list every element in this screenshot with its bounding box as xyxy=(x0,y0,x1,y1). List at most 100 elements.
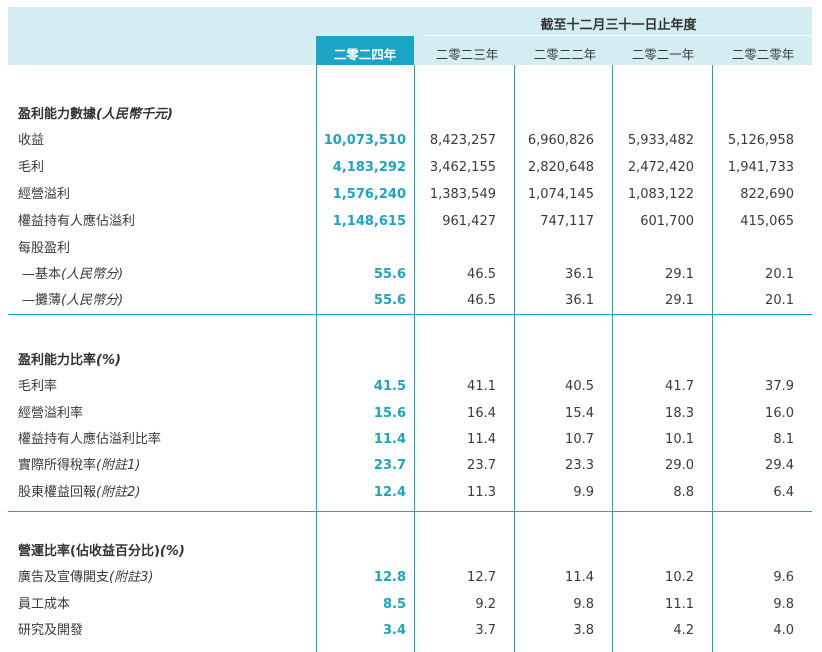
table-cell: 29.1 xyxy=(665,267,694,282)
table-cell: 961,427 xyxy=(442,214,496,229)
table-cell: 8.5 xyxy=(382,597,406,612)
row-label: 研究及開發 xyxy=(18,620,83,642)
row-label: 員工成本 xyxy=(18,594,70,616)
table-cell: 6,960,826 xyxy=(527,133,594,148)
table-cell: 11.4 xyxy=(565,570,594,585)
table-cell: 55.6 xyxy=(373,293,406,308)
row-label-text: 權益持有人應佔溢利 xyxy=(18,214,136,229)
section-heading-text: 營運比率(佔收益百分比) xyxy=(18,544,160,559)
table-cell: 29.0 xyxy=(665,458,694,473)
table-cell: 6.4 xyxy=(773,485,794,500)
table-cell: 16.0 xyxy=(765,406,794,421)
section-heading-row: 盈利能力比率(%) xyxy=(0,350,822,372)
table-cell: 747,117 xyxy=(540,214,594,229)
table-cell: 29.1 xyxy=(665,293,694,308)
row-label-note: (人民幣分) xyxy=(61,267,124,282)
table-cell: 16.4 xyxy=(467,406,496,421)
table-cell: 10.1 xyxy=(665,432,694,447)
row-label: 廣告及宣傳開支(附註3) xyxy=(18,567,153,589)
current-year-highlight xyxy=(316,36,414,65)
table-cell: 11.1 xyxy=(665,597,694,612)
table-row: —基本(人民幣分) 55.6 46.5 36.1 29.1 20.1 xyxy=(0,264,822,286)
section-divider xyxy=(8,511,812,512)
table-cell: 4.0 xyxy=(773,623,794,638)
table-cell: 18.3 xyxy=(665,406,694,421)
row-label-text: 毛利率 xyxy=(18,379,58,394)
table-cell: 9.8 xyxy=(573,597,594,612)
table-cell: 10,073,510 xyxy=(323,133,406,148)
section-heading-row: 營運比率(佔收益百分比)(%) xyxy=(0,541,822,563)
table-row: 收益 10,073,510 8,423,257 6,960,826 5,933,482 5… xyxy=(0,130,822,152)
section-heading-note: (%) xyxy=(96,353,121,368)
year-header-2024: 二零二四年 xyxy=(333,47,397,62)
table-cell: 41.5 xyxy=(373,379,406,394)
table-cell: 20.1 xyxy=(765,293,794,308)
table-cell: 10.2 xyxy=(665,570,694,585)
table-cell: 29.4 xyxy=(765,458,794,473)
table-cell: 11.4 xyxy=(467,432,496,447)
row-label: 權益持有人應佔溢利比率 xyxy=(18,429,161,451)
table-row: 每股盈利 xyxy=(0,238,822,260)
table-cell: 36.1 xyxy=(565,267,594,282)
header-divider xyxy=(425,35,812,36)
year-header-2021: 二零二一年 xyxy=(631,47,695,62)
table-cell: 12.4 xyxy=(373,485,406,500)
table-cell: 5,933,482 xyxy=(627,133,694,148)
row-label: 股東權益回報(附註2) xyxy=(18,482,140,504)
table-cell: 10.7 xyxy=(565,432,594,447)
table-row: 經營溢利率 15.6 16.4 15.4 18.3 16.0 xyxy=(0,403,822,425)
table-cell: 9.8 xyxy=(773,597,794,612)
table-cell: 9.6 xyxy=(773,570,794,585)
table-cell: 1,148,615 xyxy=(332,214,406,229)
table-cell: 23.7 xyxy=(467,458,496,473)
section-heading: 盈利能力數據(人民幣千元) xyxy=(18,104,173,126)
row-label-text: 廣告及宣傳開支 xyxy=(18,570,110,585)
row-label-text: 員工成本 xyxy=(18,597,71,612)
row-label-text: 毛利 xyxy=(18,160,45,175)
table-cell: 23.3 xyxy=(565,458,594,473)
section-divider xyxy=(8,314,812,315)
row-label-text: 權益持有人應佔溢利比率 xyxy=(18,432,162,447)
row-label-text: 經營溢利率 xyxy=(18,406,84,421)
row-label-note: (附註1) xyxy=(96,458,141,473)
row-label: 收益 xyxy=(18,130,44,152)
table-cell: 41.1 xyxy=(467,379,496,394)
row-label-note: (附註2) xyxy=(96,485,141,500)
table-cell: 46.5 xyxy=(467,293,496,308)
table-cell: 11.3 xyxy=(467,485,496,500)
table-cell: 9.9 xyxy=(573,485,594,500)
column-divider xyxy=(712,65,713,652)
section-heading-text: 盈利能力數據 xyxy=(18,107,97,122)
section-heading-note: (%) xyxy=(159,544,185,559)
table-cell: 12.8 xyxy=(373,570,406,585)
row-label: 經營溢利 xyxy=(18,184,70,206)
table-cell: 36.1 xyxy=(565,293,594,308)
row-label: —攤薄(人民幣分) xyxy=(22,290,123,312)
row-label-text: 經營溢利 xyxy=(18,187,71,202)
row-label-text: —攤薄 xyxy=(22,293,62,308)
row-label: 毛利 xyxy=(18,157,44,179)
table-cell: 1,383,549 xyxy=(429,187,496,202)
table-cell: 1,576,240 xyxy=(332,187,406,202)
table-cell: 1,074,145 xyxy=(527,187,594,202)
table-cell: 23.7 xyxy=(373,458,406,473)
table-cell: 3.8 xyxy=(573,623,594,638)
table-cell: 8,423,257 xyxy=(429,133,496,148)
row-label-text: —基本 xyxy=(22,267,62,282)
row-label-note: (附註3) xyxy=(109,570,154,585)
row-label-note: (人民幣分) xyxy=(61,293,124,308)
row-label-text: 收益 xyxy=(18,133,45,148)
table-cell: 4.2 xyxy=(673,623,694,638)
table-cell: 41.7 xyxy=(665,379,694,394)
section-heading-text: 盈利能力比率 xyxy=(18,353,97,368)
row-label: 每股盈利 xyxy=(18,238,70,260)
table-cell: 3.4 xyxy=(382,623,406,638)
table-cell: 11.4 xyxy=(373,432,406,447)
table-cell: 15.4 xyxy=(565,406,594,421)
table-row: 權益持有人應佔溢利比率 11.4 11.4 10.7 10.1 8.1 xyxy=(0,429,822,451)
table-cell: 9.2 xyxy=(475,597,496,612)
row-label-text: 研究及開發 xyxy=(18,623,84,638)
section-heading-row: 盈利能力數據(人民幣千元) xyxy=(0,104,822,126)
table-row: 毛利 4,183,292 3,462,155 2,820,648 2,472,420 1,… xyxy=(0,157,822,179)
table-row: —攤薄(人民幣分) 55.6 46.5 36.1 29.1 20.1 xyxy=(0,290,822,312)
